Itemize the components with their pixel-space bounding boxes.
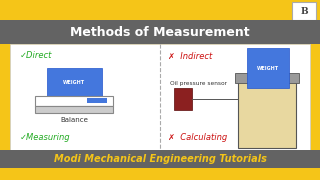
Text: WEIGHT: WEIGHT (63, 80, 85, 84)
Text: ✓Measuring: ✓Measuring (20, 134, 71, 143)
Text: ✗  Indirect: ✗ Indirect (168, 51, 212, 60)
FancyBboxPatch shape (10, 44, 310, 150)
Text: Methods of Measurement: Methods of Measurement (70, 26, 250, 39)
FancyBboxPatch shape (238, 82, 296, 148)
FancyBboxPatch shape (0, 20, 320, 44)
FancyBboxPatch shape (292, 2, 316, 20)
FancyBboxPatch shape (0, 150, 320, 168)
Text: WEIGHT: WEIGHT (257, 66, 279, 71)
Text: ✓Direct: ✓Direct (20, 51, 52, 60)
FancyBboxPatch shape (47, 68, 102, 96)
FancyBboxPatch shape (35, 106, 113, 113)
FancyBboxPatch shape (174, 88, 192, 110)
Text: Balance: Balance (60, 117, 88, 123)
FancyBboxPatch shape (87, 98, 107, 103)
FancyBboxPatch shape (247, 48, 289, 88)
Text: ✗  Calculating: ✗ Calculating (168, 134, 227, 143)
Text: Modi Mechanical Engineering Tutorials: Modi Mechanical Engineering Tutorials (53, 154, 267, 164)
FancyBboxPatch shape (35, 96, 113, 106)
FancyBboxPatch shape (235, 73, 299, 83)
Text: Oil pressure sensor: Oil pressure sensor (170, 80, 227, 86)
Text: B: B (300, 6, 308, 15)
